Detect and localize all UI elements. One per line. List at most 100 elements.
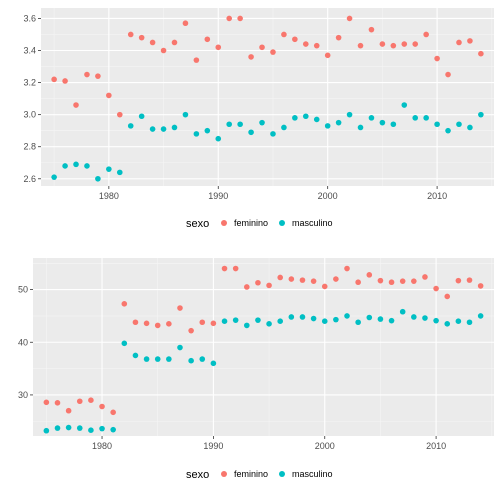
- point-masculino: [143, 356, 150, 362]
- legend-label-feminino: feminino: [234, 469, 268, 479]
- point-feminino: [344, 265, 350, 272]
- point-feminino: [221, 265, 228, 272]
- point-masculino: [237, 121, 243, 128]
- point-feminino: [266, 282, 272, 289]
- point-feminino: [138, 34, 145, 41]
- point-masculino: [466, 319, 473, 326]
- point-feminino: [466, 277, 473, 283]
- point-masculino: [401, 102, 408, 108]
- point-feminino: [188, 327, 194, 334]
- point-masculino: [433, 317, 439, 324]
- y-tick-label: 40: [18, 337, 28, 347]
- point-feminino: [210, 320, 217, 327]
- chart-panel-1: 1980 1990 2000 2010 2.6 2.8 3.0 3.2 3.4 3.6 sexo fe…: [23, 8, 494, 230]
- point-masculino: [456, 121, 462, 128]
- point-feminino: [401, 41, 408, 47]
- point-masculino: [116, 169, 123, 176]
- point-masculino: [445, 127, 451, 134]
- point-masculino: [76, 425, 83, 431]
- point-feminino: [335, 34, 342, 41]
- point-masculino: [110, 426, 116, 433]
- x-tick-label: 2010: [426, 441, 446, 451]
- point-feminino: [54, 400, 61, 406]
- point-masculino: [160, 126, 167, 132]
- point-masculino: [333, 316, 339, 323]
- point-feminino: [455, 277, 462, 284]
- point-feminino: [43, 399, 50, 406]
- legend-key-feminino: [221, 220, 227, 226]
- point-feminino: [434, 55, 440, 62]
- point-feminino: [411, 278, 417, 284]
- x-tick-label: 1990: [208, 191, 228, 201]
- point-masculino: [177, 344, 183, 351]
- chart-panel-2: 1980 1990 2000 2010 30 40 50 sexo feminino mascul…: [18, 258, 494, 481]
- point-feminino: [62, 78, 68, 84]
- point-masculino: [399, 308, 406, 315]
- point-masculino: [390, 121, 397, 128]
- point-feminino: [281, 31, 287, 38]
- point-feminino: [355, 279, 361, 286]
- point-masculino: [379, 119, 386, 126]
- point-feminino: [73, 102, 79, 108]
- point-masculino: [127, 123, 134, 129]
- x-tick-label: 1980: [92, 441, 112, 451]
- point-masculino: [210, 360, 217, 367]
- point-masculino: [411, 314, 417, 320]
- point-feminino: [288, 276, 295, 282]
- legend-title: sexo: [186, 218, 209, 230]
- point-masculino: [154, 356, 161, 362]
- point-feminino: [132, 319, 139, 326]
- point-feminino: [143, 320, 150, 327]
- point-feminino: [199, 319, 206, 326]
- point-masculino: [299, 314, 306, 320]
- point-feminino: [255, 279, 261, 286]
- point-masculino: [99, 425, 105, 432]
- point-masculino: [434, 121, 440, 128]
- point-feminino: [88, 397, 94, 403]
- point-masculino: [423, 115, 429, 121]
- point-masculino: [215, 135, 222, 142]
- point-masculino: [270, 131, 276, 137]
- point-feminino: [423, 31, 429, 38]
- point-feminino: [232, 265, 239, 272]
- point-masculino: [478, 111, 484, 118]
- y-tick-label: 2.8: [23, 142, 36, 152]
- point-masculino: [355, 319, 361, 326]
- legend-key-masculino: [279, 220, 285, 226]
- point-feminino: [377, 277, 384, 284]
- point-masculino: [477, 313, 484, 319]
- point-masculino: [166, 356, 172, 362]
- point-feminino: [95, 73, 101, 79]
- point-masculino: [412, 115, 419, 121]
- point-masculino: [281, 124, 287, 131]
- legend-label-masculino: masculino: [292, 469, 333, 479]
- point-masculino: [357, 124, 364, 131]
- point-masculino: [121, 340, 128, 347]
- point-masculino: [310, 315, 317, 322]
- point-feminino: [399, 278, 406, 284]
- point-masculino: [51, 174, 57, 180]
- point-feminino: [321, 283, 328, 290]
- point-masculino: [221, 318, 228, 324]
- point-masculino: [106, 166, 112, 172]
- point-feminino: [154, 322, 161, 329]
- point-masculino: [243, 322, 250, 329]
- point-feminino: [259, 44, 265, 51]
- y-tick-label: 3.2: [23, 78, 36, 88]
- point-feminino: [84, 71, 90, 78]
- x-tick-label: 2000: [315, 441, 335, 451]
- point-feminino: [302, 41, 309, 47]
- point-feminino: [412, 41, 419, 47]
- point-masculino: [321, 318, 328, 324]
- point-masculino: [73, 161, 79, 168]
- legend: sexo feminino masculino: [186, 469, 333, 481]
- point-feminino: [99, 403, 105, 410]
- point-feminino: [110, 409, 116, 416]
- point-masculino: [344, 313, 350, 319]
- point-feminino: [445, 71, 451, 78]
- point-masculino: [335, 119, 342, 126]
- point-feminino: [313, 42, 320, 49]
- point-masculino: [62, 163, 68, 169]
- y-tick-label: 3.4: [23, 45, 36, 55]
